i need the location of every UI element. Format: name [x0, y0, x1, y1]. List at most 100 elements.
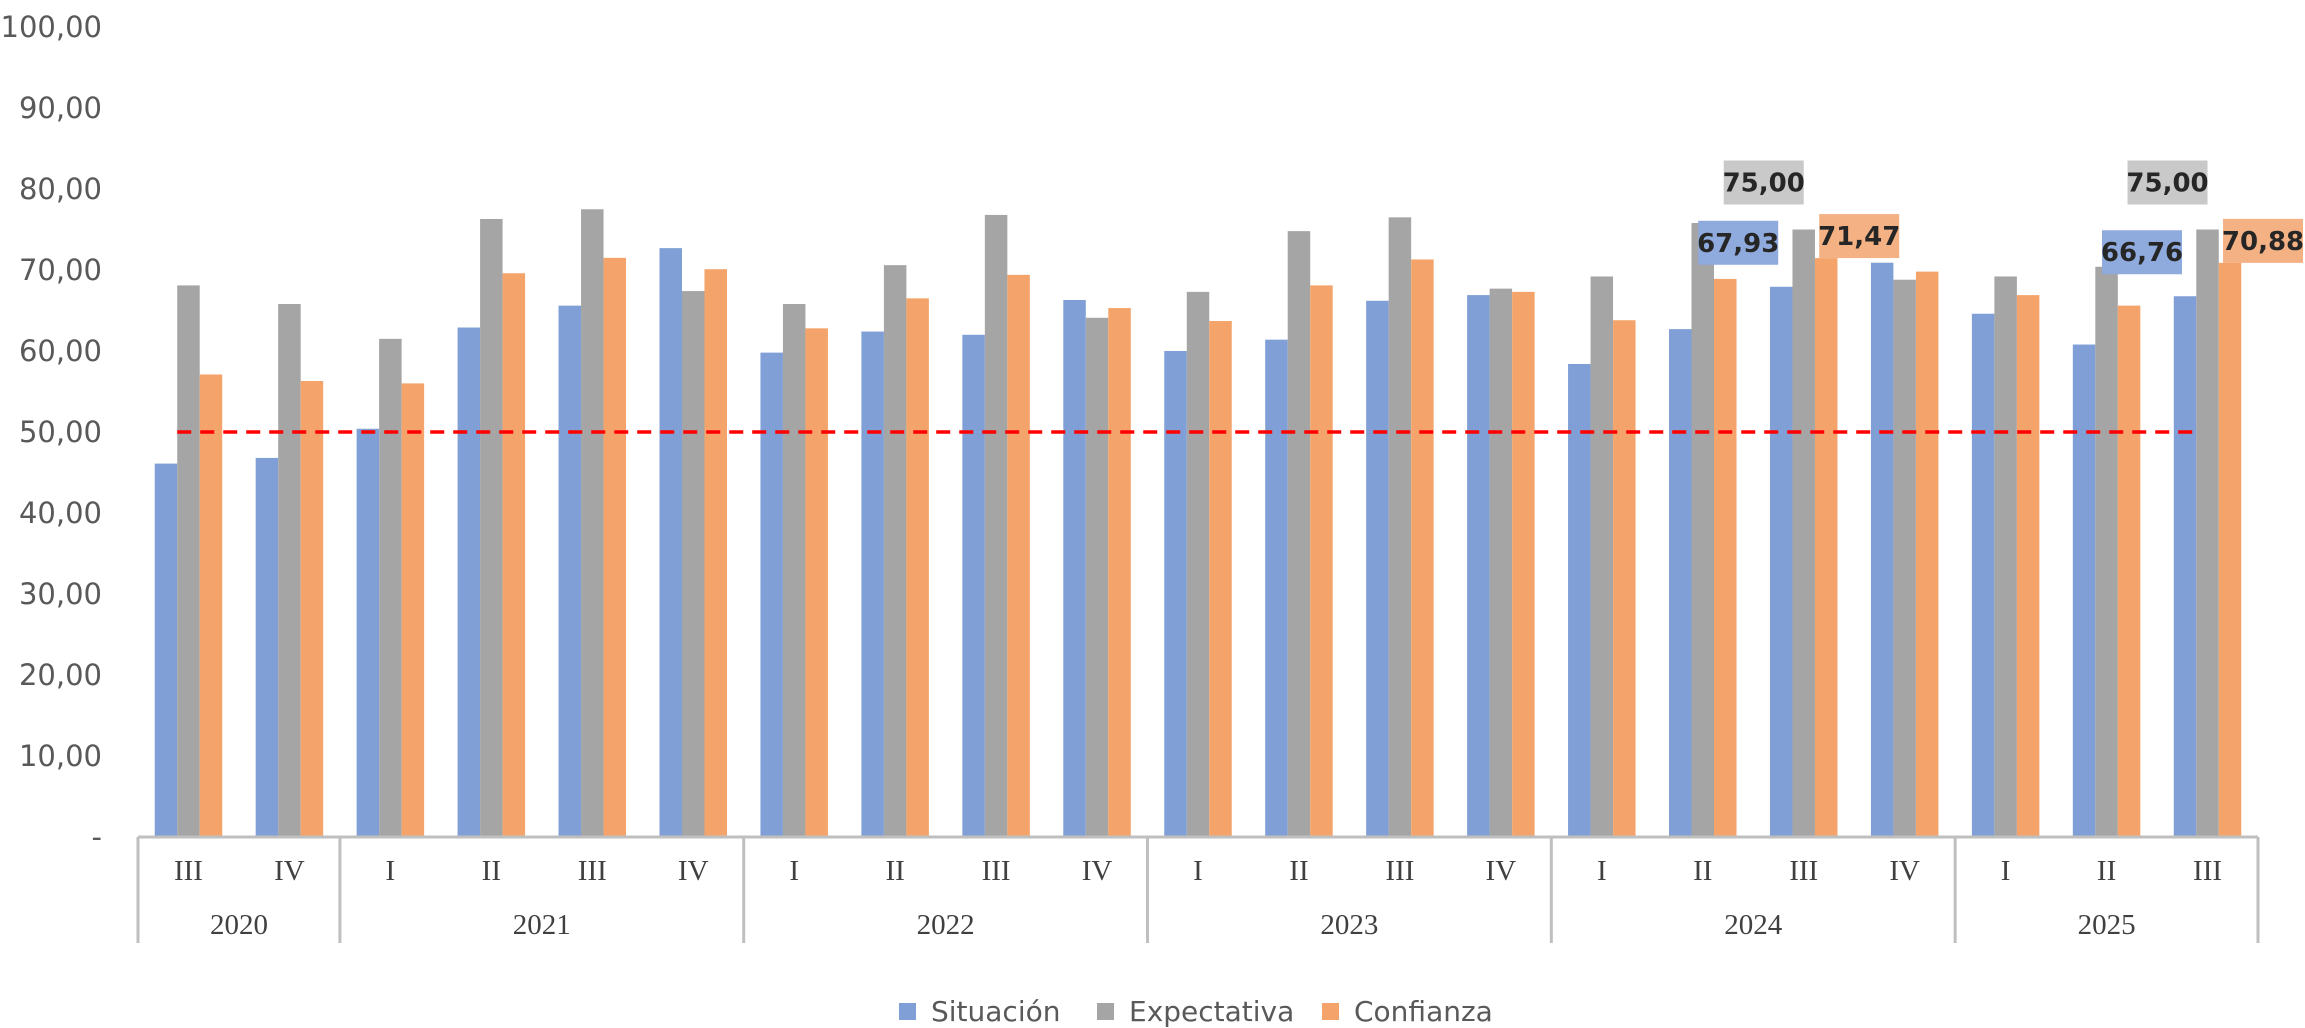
bar-situación — [1467, 295, 1490, 837]
bar-expectativa — [1691, 223, 1715, 837]
bar-expectativa — [480, 218, 503, 838]
quarter-tick-label: I — [2001, 855, 2011, 887]
year-label: 2020 — [210, 909, 268, 941]
y-tick-label: 70,00 — [19, 253, 102, 287]
quarter-tick-label: I — [789, 855, 799, 887]
quarter-tick-label: III — [982, 855, 1011, 887]
data-label-text: 70,88 — [2222, 227, 2304, 257]
year-label: 2022 — [917, 909, 975, 941]
bar-confianza — [199, 374, 223, 837]
legend-swatch — [1322, 1003, 1339, 1020]
bar-situación — [962, 334, 985, 837]
bar-situación — [457, 327, 481, 837]
quarter-tick-label: II — [482, 855, 501, 887]
bar-expectativa — [2095, 266, 2118, 837]
data-label-text: 75,00 — [2126, 169, 2208, 199]
bar-confianza — [300, 380, 324, 837]
bar-situación — [1769, 286, 1793, 838]
bar-situación — [1870, 262, 1894, 838]
bar-expectativa — [581, 209, 604, 837]
y-tick-label: 60,00 — [19, 334, 102, 368]
bar-confianza — [2117, 305, 2141, 837]
bar-confianza — [1814, 258, 1838, 837]
year-label: 2024 — [1724, 909, 1783, 941]
bar-situación — [154, 463, 178, 837]
bar-situación — [1971, 313, 1995, 837]
data-label: 75,00 — [2126, 160, 2209, 205]
year-label: 2025 — [2078, 909, 2136, 941]
bar-situación — [2072, 344, 2096, 837]
data-labels: 67,93 75,00 71,47 66,76 75,00 70,88 — [1697, 160, 2304, 275]
data-label-text: 71,47 — [1818, 222, 1900, 252]
bar-situación — [1669, 329, 1692, 837]
legend-label: Confianza — [1354, 995, 1493, 1028]
bar-confianza — [401, 383, 425, 837]
quarter-tick-label: III — [1385, 855, 1414, 887]
y-tick-label: 100,00 — [1, 10, 102, 44]
bar-situación — [760, 352, 783, 837]
bar-expectativa — [1287, 231, 1311, 837]
data-label-box — [2102, 230, 2183, 275]
quarter-tick-label: IV — [1889, 855, 1920, 887]
bar-situación — [861, 331, 884, 837]
bar-situación — [356, 428, 380, 837]
y-tick-label: - — [92, 820, 102, 854]
bar-confianza — [1007, 274, 1030, 837]
y-tick-label: 80,00 — [19, 172, 102, 206]
legend-swatch — [1097, 1003, 1114, 1020]
data-label-text: 66,76 — [2101, 238, 2183, 268]
bar-expectativa — [681, 291, 705, 837]
legend-label: Situación — [931, 995, 1061, 1028]
bar-situación — [1568, 363, 1591, 837]
data-label-box — [2223, 218, 2304, 263]
data-label-box — [1819, 214, 1900, 259]
bar-expectativa — [1994, 276, 2017, 838]
year-label: 2023 — [1320, 909, 1378, 941]
bar-confianza — [603, 257, 627, 838]
data-label-text: 75,00 — [1723, 169, 1805, 199]
quarter-tick-label: II — [885, 855, 904, 887]
bar-expectativa — [1186, 291, 1210, 837]
quarter-tick-label: III — [174, 855, 203, 887]
legend-label: Expectativa — [1129, 995, 1294, 1028]
quarter-tick-label: I — [1193, 855, 1203, 887]
bar-expectativa — [177, 285, 200, 837]
bar-expectativa — [883, 265, 907, 837]
data-label: 66,76 — [2101, 230, 2183, 275]
bar-confianza — [502, 273, 526, 837]
data-label-box — [2127, 160, 2208, 205]
bar-situación — [659, 248, 682, 837]
quarter-tick-label: IV — [1082, 855, 1113, 887]
y-tick-label: 10,00 — [19, 739, 102, 773]
bar-confianza — [704, 269, 727, 837]
quarter-tick-label: I — [1597, 855, 1607, 887]
data-label: 75,00 — [1723, 160, 1805, 205]
quarter-tick-label: III — [578, 855, 607, 887]
data-label: 70,88 — [2222, 218, 2304, 263]
bar-situación — [558, 305, 582, 837]
quarter-tick-label: IV — [678, 855, 709, 887]
bar-situación — [1265, 339, 1288, 837]
bar-expectativa — [1388, 217, 1412, 838]
quarter-tick-label: III — [2193, 855, 2222, 887]
bar-expectativa — [379, 338, 402, 837]
y-tick-label: 50,00 — [19, 415, 102, 449]
bar-expectativa — [1893, 279, 1916, 838]
bar-expectativa — [782, 304, 806, 837]
y-tick-label: 40,00 — [19, 496, 102, 530]
quarter-tick-label: II — [2097, 855, 2116, 887]
x-axis: III IV I II III IV I II III IV I II III IV I II III IV I II… — [136, 835, 2260, 943]
bar-situación — [1164, 351, 1187, 837]
bar-confianza — [1915, 271, 1939, 837]
quarter-tick-label: III — [1789, 855, 1818, 887]
year-label: 2021 — [513, 909, 571, 941]
bar-confianza — [906, 298, 929, 838]
quarter-tick-label: II — [1289, 855, 1308, 887]
bar-confianza — [1613, 320, 1636, 838]
bar-confianza — [2218, 262, 2242, 837]
data-label-box — [1723, 160, 1804, 205]
bar-expectativa — [2196, 229, 2219, 837]
bar-situación — [2173, 296, 2197, 837]
legend: Situación Expectativa Confianza — [899, 995, 1493, 1028]
